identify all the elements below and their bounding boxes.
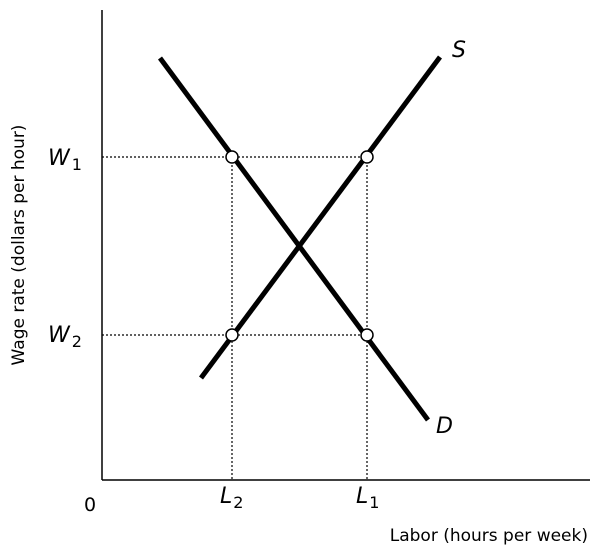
symbol: L [220, 484, 232, 509]
labor-label: L1 [356, 484, 379, 512]
symbol: L [356, 484, 368, 509]
x-axis-label: Labor (hours per week) [390, 526, 588, 546]
subscript: 2 [233, 493, 243, 512]
y-axis-label: Wage rate (dollars per hour) [9, 125, 29, 366]
subscript: 1 [369, 493, 379, 512]
demand-curve [157, 56, 431, 422]
point [360, 328, 374, 342]
supply-curve [198, 55, 443, 380]
point [225, 150, 239, 164]
demand-label: D [436, 414, 453, 439]
subscript: 1 [72, 155, 82, 174]
symbol: W [48, 323, 71, 348]
labor-label: L2 [220, 484, 243, 512]
point [225, 328, 239, 342]
symbol: W [48, 146, 71, 171]
subscript: 2 [72, 332, 82, 351]
origin-label: 0 [84, 494, 96, 516]
point [360, 150, 374, 164]
supply-label: S [452, 38, 466, 63]
